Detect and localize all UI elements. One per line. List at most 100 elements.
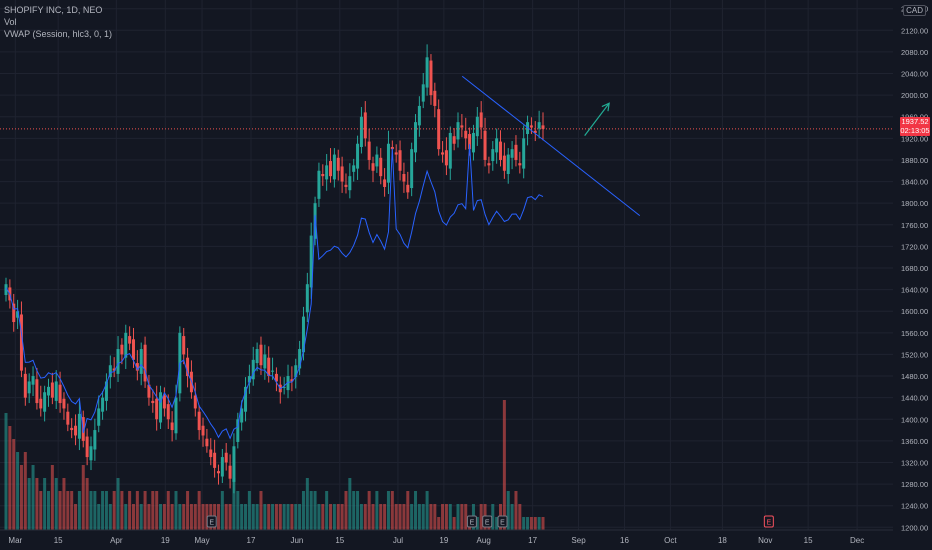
earnings-marker-label: E (766, 520, 771, 527)
date-tick-label: 15 (804, 536, 813, 545)
candle-body (39, 398, 43, 409)
volume-bar (506, 491, 510, 530)
volume-bar (441, 504, 445, 530)
volume-bar (251, 504, 255, 530)
volume-bar (518, 504, 522, 530)
candle-body (104, 381, 108, 401)
vwap-label[interactable]: VWAP (Session, hlc3, 0, 1) (4, 29, 113, 39)
price-tick-label: 1480.00 (901, 372, 928, 381)
volume-bar (166, 491, 170, 530)
volume-bar (236, 491, 240, 530)
candle-body (70, 427, 74, 431)
date-tick-label: 19 (439, 536, 448, 545)
volume-bar (174, 491, 178, 530)
volume-bar (162, 504, 166, 530)
volume-bar (159, 504, 163, 530)
candle-body (27, 381, 31, 394)
volume-bar (267, 504, 271, 530)
earnings-marker (206, 515, 217, 528)
volume-bar (263, 504, 267, 530)
candle-body (456, 122, 460, 140)
candle-body (375, 154, 379, 167)
candle-body (518, 163, 522, 166)
volume-bar (533, 517, 537, 530)
earnings-marker-label: E (500, 520, 505, 527)
candle-body (390, 146, 394, 150)
volume-bar (247, 491, 251, 530)
last-price-tag: 1937.52 02:13:05 (900, 117, 930, 136)
price-tick-label: 1200.00 (901, 523, 928, 532)
candle-body (274, 373, 278, 382)
volume-bar (8, 426, 12, 530)
volume-bar (19, 465, 23, 530)
candle-body (514, 144, 518, 160)
currency-badge[interactable]: CAD (903, 5, 926, 16)
volume-bar (12, 439, 16, 530)
earnings-marker (763, 515, 774, 528)
candle-body (352, 165, 356, 172)
candle-body (479, 112, 483, 128)
price-tick-label: 1280.00 (901, 480, 928, 489)
date-tick-label: Sep (571, 536, 586, 545)
date-tick-label: 17 (528, 536, 537, 545)
volume-bar (43, 478, 47, 530)
earnings-marker-label: E (470, 520, 475, 527)
price-tick-label: 1440.00 (901, 394, 928, 403)
candle-body (406, 184, 410, 193)
volume-bar (344, 491, 348, 530)
volume-bar (464, 504, 468, 530)
date-tick-label: 18 (718, 536, 727, 545)
candle-body (85, 436, 89, 458)
price-tick-label: 2080.00 (901, 48, 928, 57)
candle-body (414, 122, 418, 153)
volume-bar (74, 504, 78, 530)
price-axis[interactable]: 2160.002120.002080.002040.002000.001960.… (893, 0, 932, 550)
volume-bar (201, 504, 205, 530)
volume-bar (93, 491, 97, 530)
volume-bar (255, 504, 259, 530)
volume-bar (54, 478, 58, 530)
vwap-line (5, 144, 544, 440)
candle-body (139, 349, 143, 374)
volume-bar (352, 491, 356, 530)
volume-bar (290, 504, 294, 530)
volume-bar (170, 504, 174, 530)
date-tick-label: 15 (335, 536, 344, 545)
volume-bar (522, 517, 526, 530)
volume-bar (526, 517, 530, 530)
candle-body (66, 411, 70, 425)
volume-bar (317, 504, 321, 530)
price-tick-label: 1840.00 (901, 178, 928, 187)
candle-body (240, 408, 244, 423)
volume-bar (186, 491, 190, 530)
candle-body (228, 465, 232, 479)
candle-body (50, 382, 54, 398)
earnings-markers[interactable]: E EE E E (206, 515, 774, 528)
candle-body (471, 132, 475, 153)
volume-bar (383, 504, 387, 530)
candle-body (112, 368, 116, 371)
volume-bar (62, 478, 66, 530)
up-arrow-drawing[interactable] (584, 102, 610, 137)
candle-body (475, 116, 479, 137)
date-tick-label: Aug (477, 536, 491, 545)
candle-body (74, 425, 78, 436)
price-tick-label: 1520.00 (901, 350, 928, 359)
price-tick-label: 1600.00 (901, 307, 928, 316)
candle-body (131, 339, 135, 360)
date-tick-label: May (194, 536, 209, 545)
volume-bar (116, 478, 120, 530)
symbol-title[interactable]: SHOPIFY INC, 1D, NEO (4, 5, 103, 15)
trendline[interactable] (461, 75, 641, 216)
volume-bar (510, 504, 514, 530)
volume-label[interactable]: Vol (4, 17, 17, 27)
volume-bar (271, 504, 275, 530)
date-tick-label: 17 (247, 536, 256, 545)
price-tick-label: 1240.00 (901, 502, 928, 511)
date-tick-label: Jun (290, 536, 303, 545)
price-tick-label: 2040.00 (901, 70, 928, 79)
time-axis[interactable]: Mar 15 Apr 19 May 17 Jun 15 Jul 19 Aug 17 Sep 16 Oct 18… (0, 529, 893, 545)
candle-body (186, 357, 190, 377)
volume-bar (359, 504, 363, 530)
